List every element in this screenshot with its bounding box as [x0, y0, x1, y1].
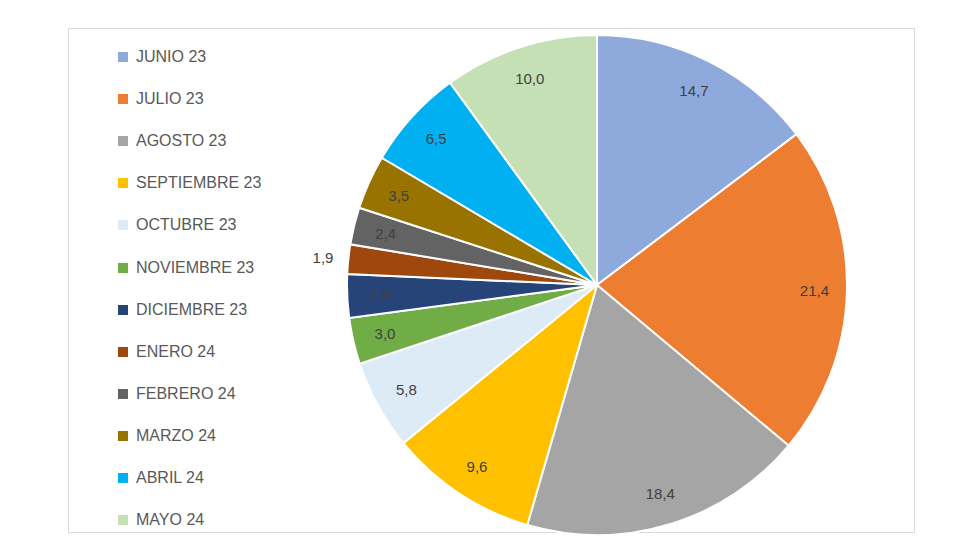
html-text:MARZO 24: MARZO 24	[136, 426, 216, 444]
svg-text:21,4: 21,4	[800, 282, 829, 299]
svg-text:2,4: 2,4	[375, 225, 396, 242]
svg-text:2,8: 2,8	[369, 286, 390, 303]
html-text:ENERO 24: ENERO 24	[136, 342, 216, 360]
html-text:AGOSTO 23: AGOSTO 23	[136, 132, 227, 150]
svg-text:10,0: 10,0	[515, 70, 544, 87]
svg-text:9,6: 9,6	[467, 458, 488, 475]
html-text:MAYO 24: MAYO 24	[136, 511, 205, 529]
svg-text:1,9: 1,9	[313, 249, 334, 266]
html-text:FEBRERO 24: FEBRERO 24	[136, 384, 236, 402]
html-text:SEPTIEMBRE 23: SEPTIEMBRE 23	[136, 174, 262, 192]
html-text:JUNIO 23: JUNIO 23	[136, 48, 207, 65]
html-text:JULIO 23: JULIO 23	[136, 90, 204, 108]
html-text:ABRIL 24: ABRIL 24	[136, 469, 204, 486]
svg-text:3,0: 3,0	[375, 325, 396, 342]
svg-text:14,7: 14,7	[679, 82, 708, 99]
svg-text:18,4: 18,4	[646, 485, 675, 502]
svg-text:6,5: 6,5	[426, 130, 447, 147]
svg-text:3,5: 3,5	[388, 187, 409, 204]
svg-text:5,8: 5,8	[396, 381, 417, 398]
html-text:NOVIEMBRE 23: NOVIEMBRE 23	[136, 258, 255, 276]
html-text:DICIEMBRE 23: DICIEMBRE 23	[136, 300, 248, 318]
html-text:OCTUBRE 23: OCTUBRE 23	[136, 216, 237, 234]
